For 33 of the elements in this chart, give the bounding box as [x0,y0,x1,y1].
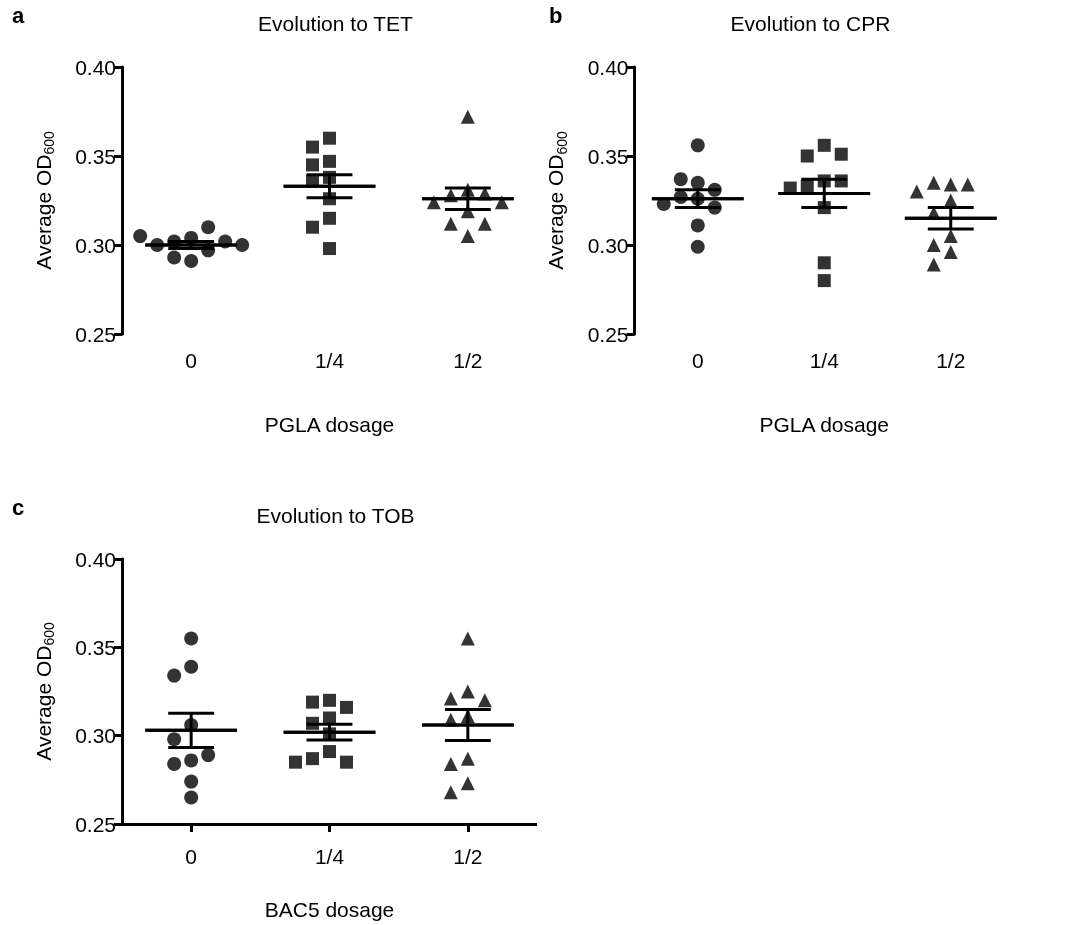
y-tick-label: 0.30 [75,233,116,257]
x-tick-label: 1/2 [936,349,966,372]
y-tick-label: 0.30 [587,233,629,257]
y-tick-label: 0.25 [75,322,116,346]
y-axis-title: Average OD600 [544,131,570,270]
chart-title: Evolution to CPR [730,12,891,35]
text: b [549,2,563,28]
y-axis-title: Average OD600 [31,622,57,761]
y-tick-label: 0.25 [75,812,116,836]
y-tick-label: 0.40 [75,547,116,571]
chart-title: Evolution to TET [258,12,414,35]
x-tick-label: 1/4 [314,349,345,372]
text: a [12,2,25,28]
x-axis-title: BAC5 dosage [264,898,395,921]
y-tick-label: 0.35 [587,144,629,168]
y-tick-label: 0.40 [75,55,116,79]
x-tick-label: 1/2 [453,349,483,372]
x-tick-label: 0 [185,349,198,372]
y-tick-label: 0.30 [75,724,116,748]
y-axis-title: Average OD600 [31,131,57,270]
chart-title: Evolution to TOB [256,504,415,527]
text: c [12,494,25,520]
x-tick-label: 0 [691,349,704,372]
x-tick-label: 0 [185,845,198,868]
x-axis-title: PGLA dosage [759,413,890,436]
y-tick-label: 0.25 [587,322,629,346]
x-tick-label: 1/2 [453,845,483,868]
y-tick-label: 0.40 [587,55,629,79]
x-axis-title: PGLA dosage [264,413,395,436]
x-tick-label: 1/4 [314,845,345,868]
x-tick-label: 1/4 [809,349,840,372]
y-tick-label: 0.35 [75,635,116,659]
y-tick-label: 0.35 [75,144,116,168]
